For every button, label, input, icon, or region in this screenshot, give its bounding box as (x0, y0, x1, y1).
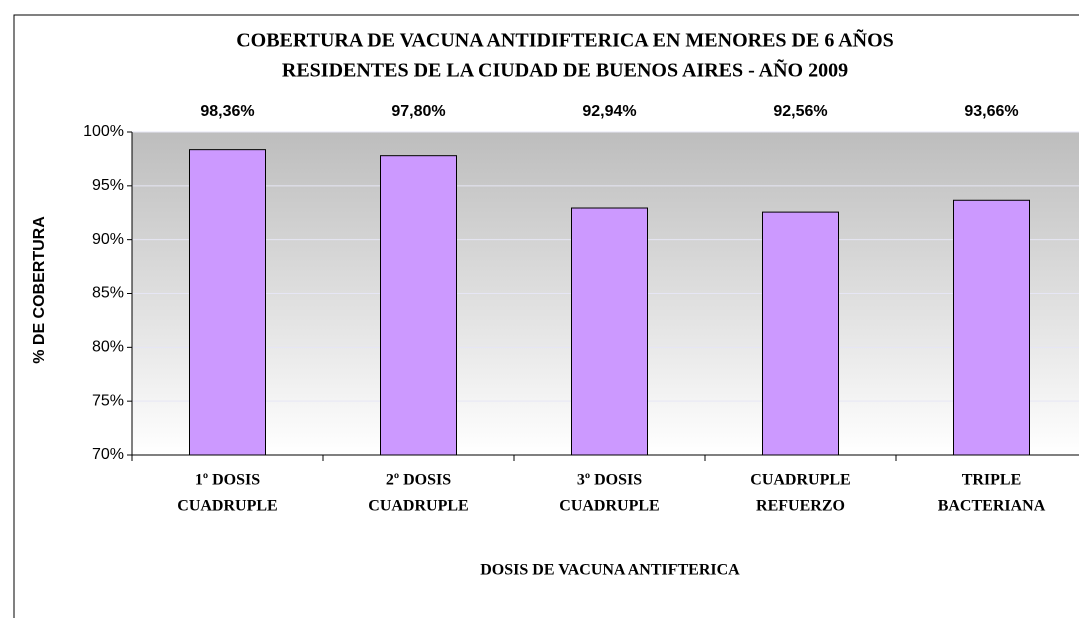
y-axis-label: % DE COBERTURA (31, 216, 48, 364)
bar (380, 155, 457, 456)
chart-title: RESIDENTES DE LA CIUDAD DE BUENOS AIRES … (282, 59, 848, 82)
bar (189, 149, 266, 456)
y-tick-label: 70% (92, 446, 124, 463)
x-tick-label: BACTERIANA (938, 498, 1046, 515)
x-tick-label: 1º DOSIS (195, 472, 260, 489)
bar (571, 207, 648, 456)
y-tick-label: 95% (92, 177, 124, 194)
x-tick-label: CUADRUPLE (177, 498, 277, 515)
y-tick-label: 100% (83, 123, 124, 140)
x-tick-label: CUADRUPLE (559, 498, 659, 515)
x-tick-label: 3º DOSIS (577, 472, 642, 489)
x-tick-label: CUADRUPLE (750, 472, 850, 489)
y-tick-label: 80% (92, 339, 124, 356)
data-label: 92,56% (773, 103, 827, 120)
y-tick-label: 75% (92, 392, 124, 409)
data-label: 98,36% (200, 103, 254, 120)
data-label: 92,94% (582, 103, 636, 120)
x-tick-label: CUADRUPLE (368, 498, 468, 515)
x-tick-label: 2º DOSIS (386, 472, 451, 489)
y-tick-label: 85% (92, 285, 124, 302)
x-axis-label: DOSIS DE VACUNA ANTIFTERICA (480, 562, 740, 579)
chart-title: COBERTURA DE VACUNA ANTIDIFTERICA EN MEN… (236, 29, 894, 52)
x-tick-label: REFUERZO (756, 498, 845, 515)
data-label: 97,80% (391, 103, 445, 120)
x-tick-label: TRIPLE (962, 472, 1022, 489)
bar (762, 211, 839, 456)
y-tick-label: 90% (92, 231, 124, 248)
data-label: 93,66% (964, 103, 1018, 120)
bar (953, 199, 1030, 456)
frame (13, 14, 1079, 618)
